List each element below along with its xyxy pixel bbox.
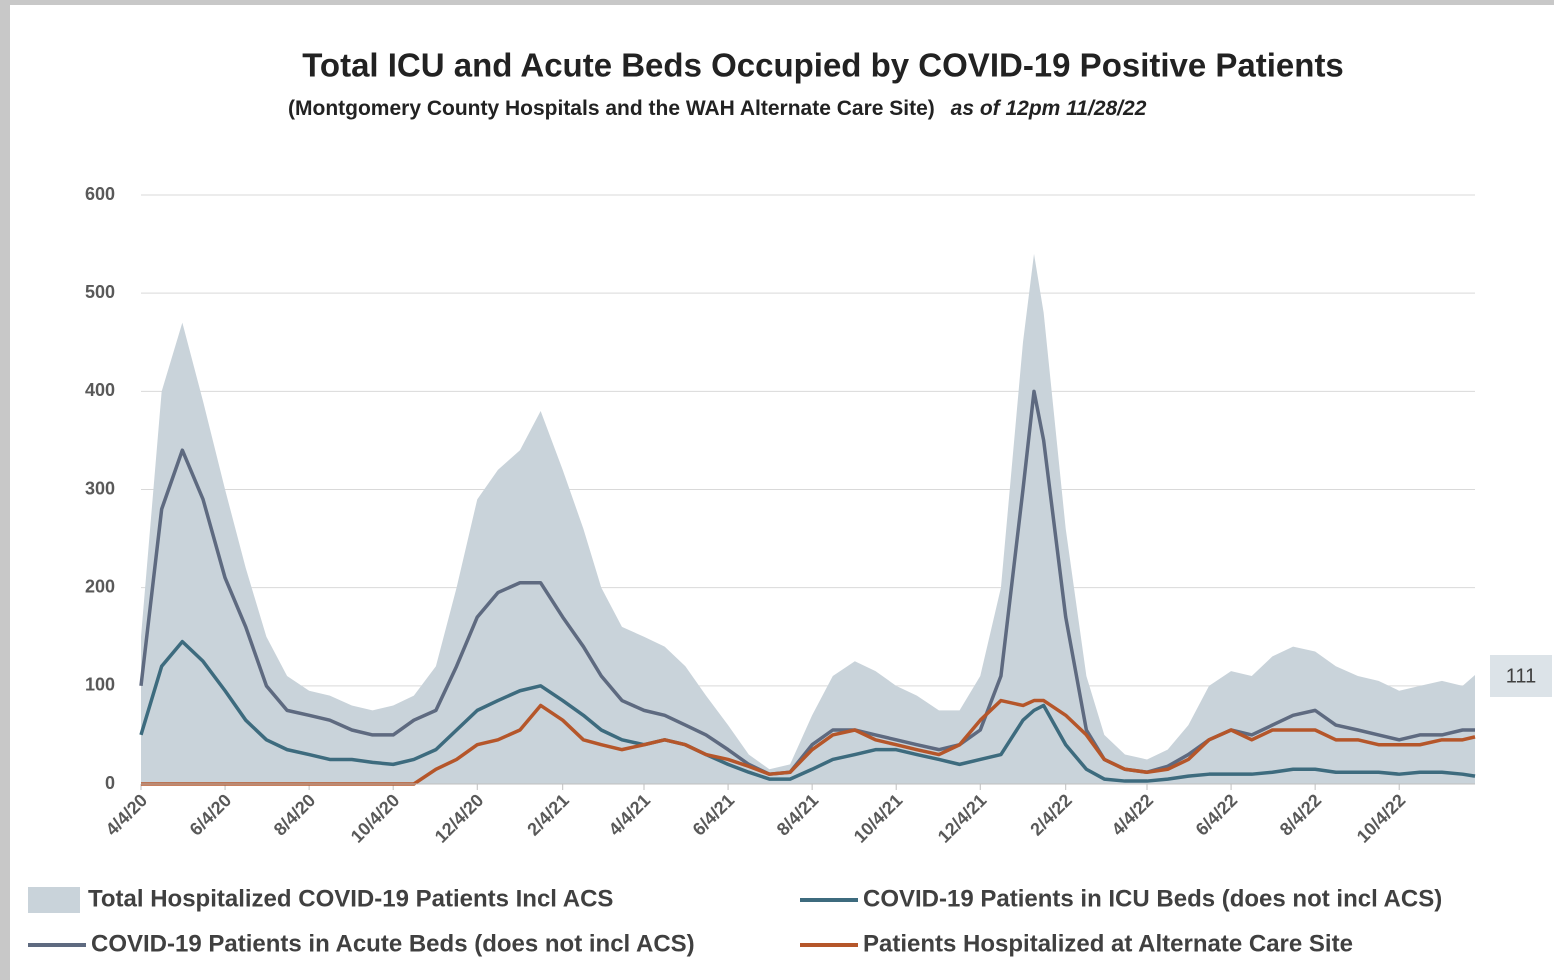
legend-label: COVID-19 Patients in Acute Beds (does no…	[91, 930, 695, 957]
subtitle-note: as of 12pm 11/28/22	[951, 97, 1147, 120]
legend-label: COVID-19 Patients in ICU Beds (does not …	[863, 885, 1442, 912]
y-tick-label: 300	[85, 478, 115, 498]
y-tick-label: 400	[85, 380, 115, 400]
y-tick-label: 0	[105, 773, 115, 793]
legend-swatch	[28, 887, 80, 913]
y-tick-label: 200	[85, 576, 115, 596]
line	[139, 389, 1475, 776]
frame-top	[0, 0, 1554, 5]
line	[139, 639, 1476, 783]
chart-subtitle: (Montgomery County Hospitals and the WAH…	[288, 97, 1147, 120]
y-tick-label: 600	[85, 184, 115, 204]
legend-label: Patients Hospitalized at Alternate Care …	[863, 930, 1353, 957]
area	[141, 253, 1475, 784]
subtitle-text: (Montgomery County Hospitals and the WAH…	[288, 97, 935, 120]
end-label-box	[1490, 655, 1552, 697]
y-tick-label: 100	[85, 675, 115, 695]
legend-label: Total Hospitalized COVID-19 Patients Inc…	[88, 885, 613, 912]
end-label: 111	[1506, 665, 1536, 687]
chart-title: Total ICU and Acute Beds Occupied by COV…	[302, 47, 1344, 84]
y-tick-label: 500	[85, 282, 115, 302]
frame-left	[0, 0, 10, 980]
